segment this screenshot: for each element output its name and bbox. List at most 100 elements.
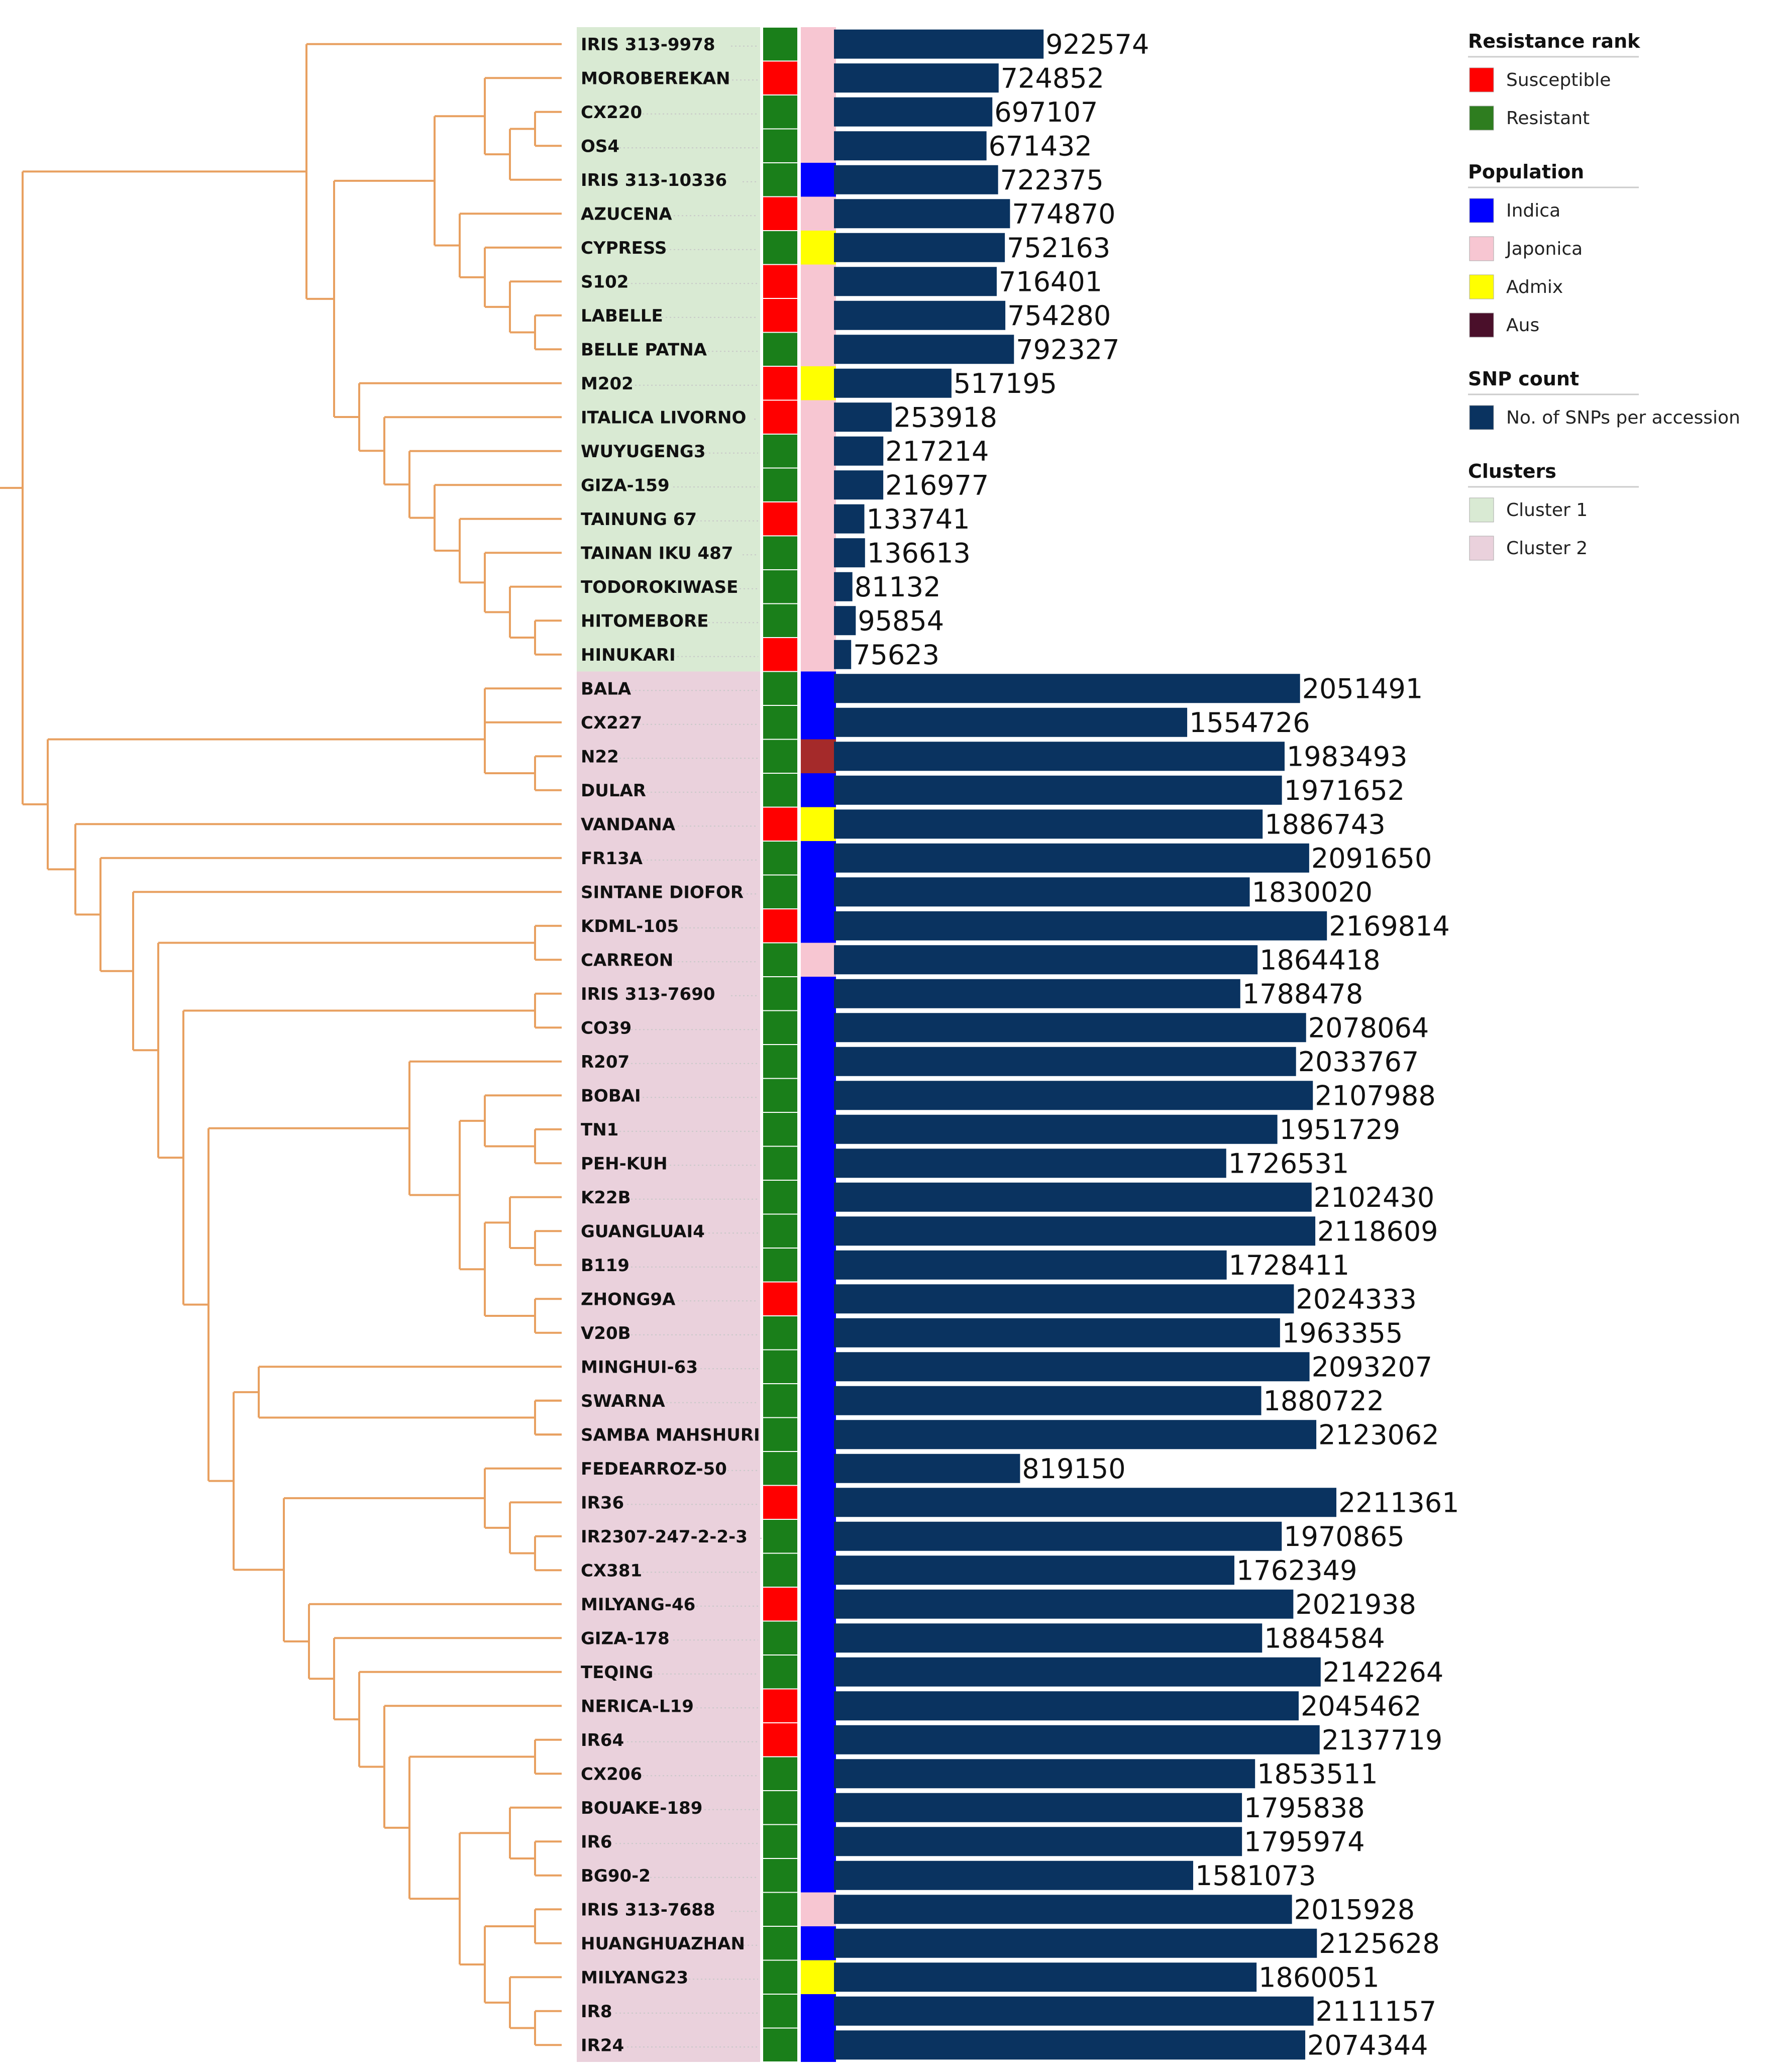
accession-label: FEDEARROZ-50 xyxy=(581,1459,727,1479)
accession-label: CX206 xyxy=(581,1764,642,1784)
population-cell xyxy=(801,1756,836,1791)
accession-label: NERICA-L19 xyxy=(581,1696,694,1716)
snp-bar xyxy=(834,436,884,466)
accession-label: IR6 xyxy=(581,1832,612,1852)
population-cell xyxy=(801,1926,836,1960)
resistance-cell xyxy=(762,1417,798,1452)
snp-bar xyxy=(834,1962,1257,1992)
snp-bar xyxy=(834,335,1014,364)
snp-value-label: 2078064 xyxy=(1308,1012,1429,1044)
population-cell xyxy=(801,1417,836,1452)
accession-label: N22 xyxy=(581,747,619,767)
accession-label: K22B xyxy=(581,1188,631,1208)
accession-label: AZUCENA xyxy=(581,204,672,224)
snp-value-label: 1971652 xyxy=(1284,775,1405,806)
accession-label: SAMBA MAHSHURI xyxy=(581,1425,760,1445)
population-cell xyxy=(801,1824,836,1858)
snp-bar xyxy=(834,1149,1226,1178)
resistance-cell xyxy=(762,1146,798,1181)
resistance-cell xyxy=(762,366,798,401)
accession-label: IRIS 313-9978 xyxy=(581,35,715,55)
snp-bar xyxy=(834,1352,1310,1382)
population-cell xyxy=(801,1485,836,1519)
resistance-cell xyxy=(762,230,798,265)
snp-value-label: 2051491 xyxy=(1302,673,1423,704)
legend-label: Japonica xyxy=(1505,239,1583,259)
legend-swatch xyxy=(1469,236,1494,261)
population-cell xyxy=(801,129,836,163)
accession-label: MILYANG-46 xyxy=(581,1595,695,1615)
population-cell xyxy=(801,1655,836,1689)
snp-value-label: 517195 xyxy=(954,368,1057,399)
accession-label: CX220 xyxy=(581,102,642,123)
accession-label: R207 xyxy=(581,1052,629,1072)
legend-title: Resistance rank xyxy=(1468,30,1640,52)
legend-swatch xyxy=(1469,405,1494,430)
population-cell xyxy=(801,977,836,1011)
snp-bar xyxy=(834,1386,1262,1415)
resistance-cell xyxy=(762,1315,798,1351)
resistance-cell xyxy=(762,1790,798,1825)
resistance-cell xyxy=(762,1213,798,1249)
snp-bar xyxy=(834,1454,1020,1483)
accession-label: IR36 xyxy=(581,1493,624,1513)
snp-bar xyxy=(834,1691,1299,1721)
snp-value-label: 2045462 xyxy=(1301,1690,1422,1722)
resistance-cell xyxy=(762,2027,798,2062)
population-cell xyxy=(801,773,836,807)
snp-value-label: 1581073 xyxy=(1195,1860,1316,1892)
resistance-cell xyxy=(762,569,798,604)
snp-value-label: 2033767 xyxy=(1298,1046,1419,1078)
resistance-cell xyxy=(762,1756,798,1791)
resistance-cell xyxy=(762,196,798,231)
resistance-cell xyxy=(762,1349,798,1384)
population-cell xyxy=(801,1078,836,1112)
population-cell xyxy=(801,1994,836,2028)
accession-label: TN1 xyxy=(581,1120,618,1140)
accession-label: BOBAI xyxy=(581,1086,641,1106)
accession-label: BALA xyxy=(581,679,632,699)
snp-value-label: 1886743 xyxy=(1265,808,1386,840)
snp-value-label: 819150 xyxy=(1022,1453,1125,1485)
snp-bars: 9225747248526971076714327223757748707521… xyxy=(834,29,1459,2061)
resistance-cell xyxy=(762,806,798,842)
resistance-cell xyxy=(762,1383,798,1418)
resistance-column xyxy=(762,27,798,2062)
accession-label: BELLE PATNA xyxy=(581,340,707,360)
snp-value-label: 1788478 xyxy=(1242,978,1363,1010)
snp-value-label: 671432 xyxy=(989,130,1092,162)
snp-value-label: 2125628 xyxy=(1319,1928,1440,1959)
legend-swatch xyxy=(1469,497,1494,523)
resistance-cell xyxy=(762,467,798,502)
cluster-bands xyxy=(577,27,760,2062)
snp-bar xyxy=(834,1589,1294,1619)
snp-value-label: 133741 xyxy=(866,503,970,535)
resistance-cell xyxy=(762,128,798,163)
snp-bar xyxy=(834,1081,1313,1110)
resistance-cell xyxy=(762,1552,798,1588)
resistance-cell xyxy=(762,1078,798,1113)
resistance-cell xyxy=(762,705,798,740)
population-cell xyxy=(801,1214,836,1248)
legend-label: Resistant xyxy=(1506,108,1590,129)
accession-label: LABELLE xyxy=(581,306,663,326)
snp-value-label: 216977 xyxy=(885,469,989,501)
snp-value-label: 1884584 xyxy=(1264,1622,1385,1654)
accession-label: ZHONG9A xyxy=(581,1289,676,1309)
accession-label: IRIS 313-7688 xyxy=(581,1900,715,1920)
snp-bar xyxy=(834,1521,1282,1551)
snp-value-label: 1970865 xyxy=(1284,1521,1405,1552)
resistance-cell xyxy=(762,942,798,977)
accession-label: MOROBEREKAN xyxy=(581,68,730,88)
resistance-cell xyxy=(762,1688,798,1723)
accession-label: IR24 xyxy=(581,2035,624,2055)
resistance-cell xyxy=(762,773,798,808)
snp-bar xyxy=(834,233,1005,262)
resistance-cell xyxy=(762,603,798,638)
population-cell xyxy=(801,536,836,570)
snp-bar xyxy=(834,742,1285,771)
population-cell xyxy=(801,27,836,61)
population-cell xyxy=(801,196,836,231)
snp-value-label: 1795838 xyxy=(1244,1792,1365,1824)
